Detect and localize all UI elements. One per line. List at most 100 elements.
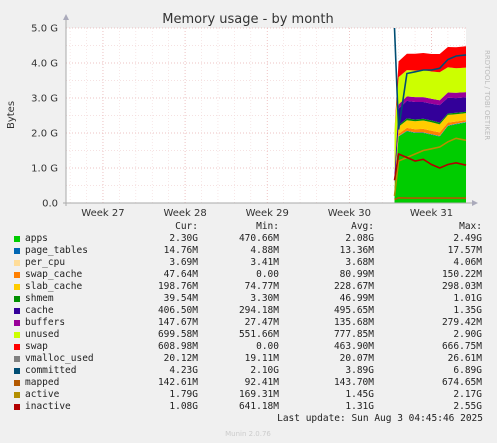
legend-value-cur: 699.58M: [157, 329, 198, 340]
legend-table: Cur: Min: Avg: Max: apps 2.30G 470.66M 2.08…: [12, 221, 492, 413]
legend-value-cur: 4.23G: [169, 365, 198, 376]
legend-value-avg: 228.67M: [333, 281, 374, 292]
legend-swatch: [14, 272, 20, 278]
legend-value-avg: 777.85M: [333, 329, 374, 340]
legend-row-mapped: mapped 142.61M 92.41M 143.70M 674.65M: [12, 377, 492, 389]
legend-value-min: 4.88M: [250, 245, 279, 256]
legend-value-max: 298.03M: [441, 281, 482, 292]
legend-swatch: [14, 392, 20, 398]
last-update: Last update: Sun Aug 3 04:45:46 2025: [277, 413, 483, 424]
legend-value-max: 26.61M: [447, 353, 482, 364]
legend-swatch: [14, 308, 20, 314]
legend-value-min: 92.41M: [244, 377, 279, 388]
legend-value-cur: 198.76M: [157, 281, 198, 292]
legend-series-name: active: [25, 389, 60, 400]
legend-value-avg: 1.31G: [345, 401, 374, 412]
legend-swatch: [14, 356, 20, 362]
legend-value-avg: 46.99M: [339, 293, 374, 304]
legend-header-avg: Avg:: [351, 221, 374, 232]
x-tick-label: Week 31: [410, 208, 453, 219]
x-tick-label: Week 28: [163, 208, 206, 219]
legend-value-max: 279.42M: [441, 317, 482, 328]
y-axis-arrow: [63, 14, 69, 20]
legend-value-cur: 39.54M: [163, 293, 198, 304]
legend-value-cur: 3.69M: [169, 257, 198, 268]
legend-row-swap_cache: swap_cache 47.64M 0.00 80.99M 150.22M: [12, 269, 492, 281]
legend-value-avg: 80.99M: [339, 269, 374, 280]
line-inactive: [393, 152, 467, 181]
legend-value-cur: 47.64M: [163, 269, 198, 280]
rrdtool-credit: RRDTOOL / TOBI OETIKER: [483, 50, 491, 140]
legend-value-avg: 463.90M: [333, 341, 374, 352]
legend-value-avg: 143.70M: [333, 377, 374, 388]
x-tick-labels: Week 27 Week 28 Week 29 Week 30 Week 31: [81, 208, 453, 219]
legend-row-page_tables: page_tables 14.76M 4.88M 13.36M 17.57M: [12, 245, 492, 257]
y-tick-label: 4.0 G: [31, 59, 58, 70]
legend-series-name: cache: [25, 305, 54, 316]
legend-value-avg: 13.36M: [339, 245, 374, 256]
legend-value-cur: 406.50M: [157, 305, 198, 316]
legend-row-committed: committed 4.23G 2.10G 3.89G 6.89G: [12, 365, 492, 377]
y-tick-label: 0.0: [42, 199, 58, 210]
legend-value-min: 470.66M: [238, 233, 279, 244]
legend-value-avg: 495.65M: [333, 305, 374, 316]
legend-row-per_cpu: per_cpu 3.69M 3.41M 3.68M 4.06M: [12, 257, 492, 269]
legend-swatch: [14, 260, 20, 266]
chart-title: Memory usage - by month: [162, 12, 333, 27]
area-apps: [394, 122, 466, 203]
legend-value-avg: 3.89G: [345, 365, 374, 376]
series-lines: [393, 27, 467, 201]
line-mapped: [394, 196, 466, 201]
legend-row-apps: apps 2.30G 470.66M 2.08G 2.49G: [12, 233, 492, 245]
legend-row-cache: cache 406.50M 294.18M 495.65M 1.35G: [12, 305, 492, 317]
legend-value-min: 3.41M: [250, 257, 279, 268]
legend-row-shmem: shmem 39.54M 3.30M 46.99M 1.01G: [12, 293, 492, 305]
munin-version: Munin 2.0.76: [225, 430, 271, 438]
legend-series-name: buffers: [25, 317, 66, 328]
legend-value-avg: 20.07M: [339, 353, 374, 364]
legend-swatch: [14, 320, 20, 326]
legend-value-max: 2.49G: [453, 233, 482, 244]
legend-value-min: 74.77M: [244, 281, 279, 292]
line-committed: [393, 27, 467, 130]
legend-swatch: [14, 248, 20, 254]
legend-value-max: 2.55G: [453, 401, 482, 412]
legend-row-swap: swap 608.98M 0.00 463.90M 666.75M: [12, 341, 492, 353]
legend-row-unused: unused 699.58M 551.66M 777.85M 2.90G: [12, 329, 492, 341]
legend-value-min: 2.10G: [250, 365, 279, 376]
legend-swatch: [14, 404, 20, 410]
area-cache: [394, 97, 466, 184]
legend-value-min: 0.00: [256, 341, 279, 352]
y-axis-label: Bytes: [6, 101, 17, 129]
legend-swatch: [14, 296, 20, 302]
area-unused: [394, 67, 466, 173]
x-axis-arrow: [472, 200, 478, 206]
legend-series-name: committed: [25, 365, 77, 376]
legend-value-max: 6.89G: [453, 365, 482, 376]
legend-swatch: [14, 332, 20, 338]
legend-value-max: 150.22M: [441, 269, 482, 280]
legend-value-avg: 1.45G: [345, 389, 374, 400]
y-tick-labels: 0.0 1.0 G 2.0 G 3.0 G 4.0 G 5.0 G: [31, 24, 58, 210]
legend-value-min: 294.18M: [238, 305, 279, 316]
legend-series-name: unused: [25, 329, 60, 340]
legend-series-name: apps: [25, 233, 48, 244]
legend-value-avg: 2.08G: [345, 233, 374, 244]
legend-value-cur: 20.12M: [163, 353, 198, 364]
legend-value-max: 4.06M: [453, 257, 482, 268]
legend-series-name: inactive: [25, 401, 71, 412]
legend-row-active: active 1.79G 169.31M 1.45G 2.17G: [12, 389, 492, 401]
legend-value-max: 1.01G: [453, 293, 482, 304]
legend-value-avg: 135.68M: [333, 317, 374, 328]
line-active: [393, 137, 467, 197]
legend-value-min: 169.31M: [238, 389, 279, 400]
legend-series-name: swap: [25, 341, 48, 352]
legend-value-cur: 608.98M: [157, 341, 198, 352]
legend-value-cur: 14.76M: [163, 245, 198, 256]
legend-swatch: [14, 284, 20, 290]
legend-swatch: [14, 344, 20, 350]
y-tick-label: 5.0 G: [31, 24, 58, 35]
legend-header-max: Max:: [459, 221, 482, 232]
legend-row-vmalloc_used: vmalloc_used 20.12M 19.11M 20.07M 26.61M: [12, 353, 492, 365]
x-tick-label: Week 27: [81, 208, 124, 219]
